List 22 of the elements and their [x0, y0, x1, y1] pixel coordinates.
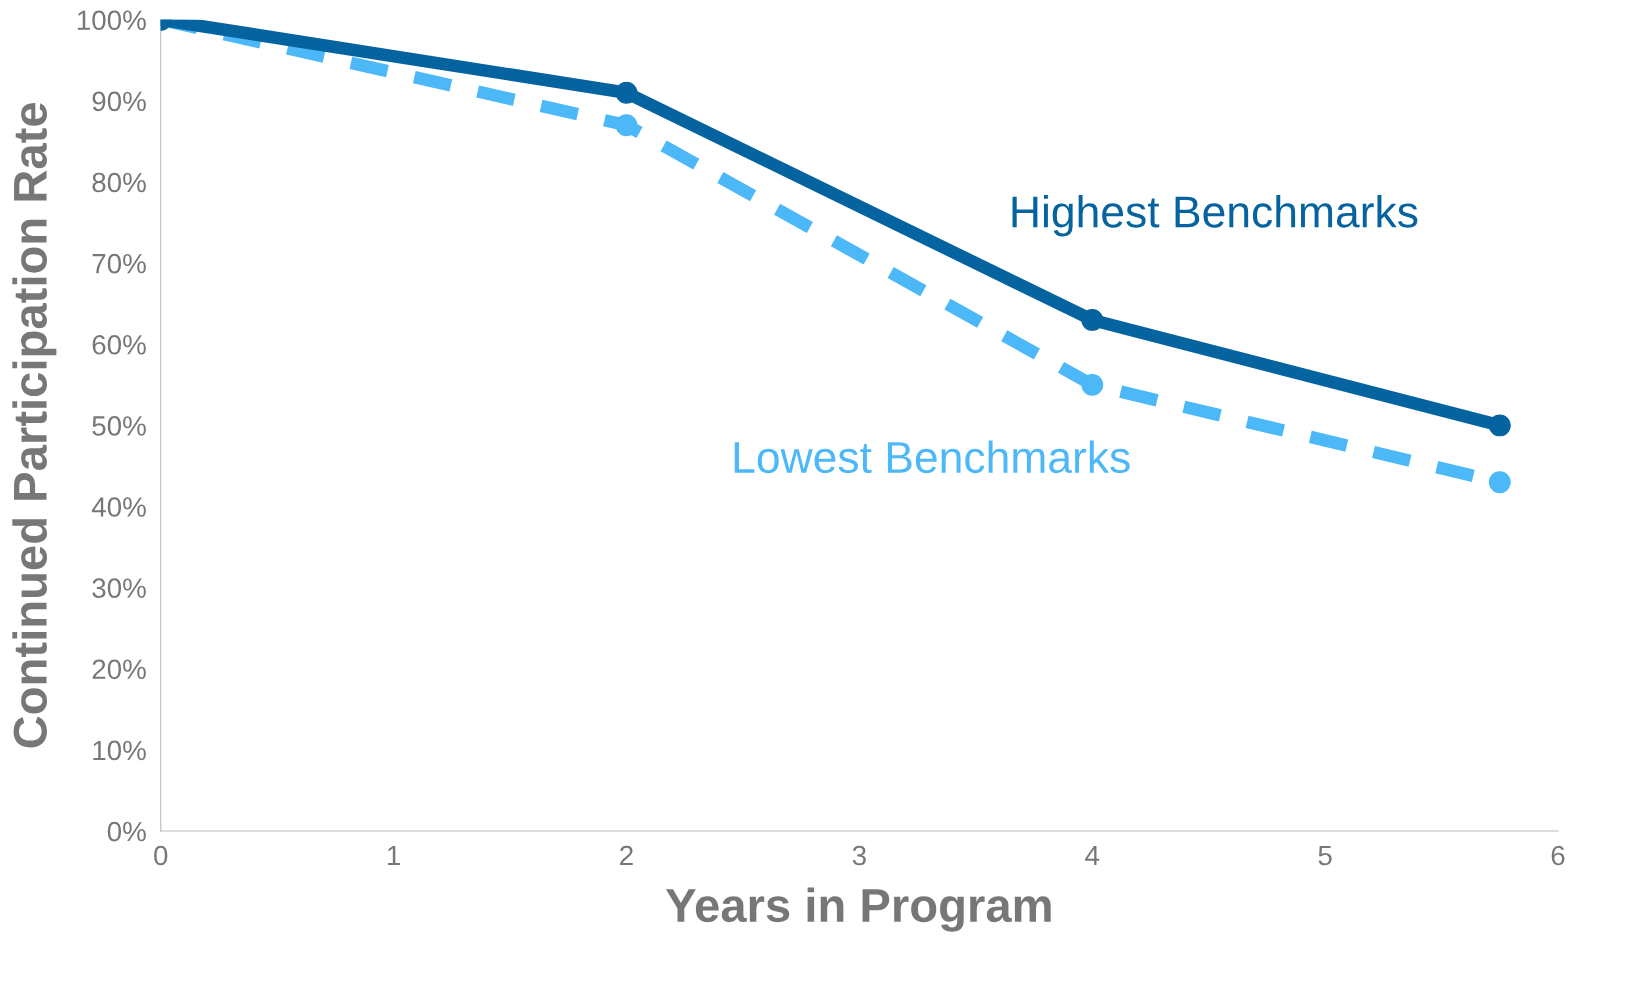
- y-tick-label: 70%: [92, 253, 146, 274]
- y-tick-label: 0%: [107, 821, 146, 842]
- y-axis-title: Continued Participation Rate: [12, 102, 57, 748]
- x-axis-title: Years in Program: [665, 887, 1051, 932]
- y-tick-label: 80%: [92, 172, 146, 193]
- y-tick-label: 60%: [92, 334, 146, 355]
- x-tick-label: 3: [852, 845, 866, 866]
- y-tick-label: 40%: [91, 497, 146, 517]
- x-tick-label: 4: [1085, 845, 1100, 866]
- x-tick-label: 6: [1551, 845, 1565, 866]
- x-tick-label: 0: [154, 845, 168, 866]
- x-tick-label: 2: [620, 845, 633, 866]
- y-tick-label: 50%: [92, 416, 146, 436]
- x-tick-label: 1: [387, 845, 400, 866]
- x-tick-label: 5: [1318, 845, 1332, 866]
- series-label: Lowest Benchmarks: [734, 440, 1130, 474]
- y-tick-label: 20%: [92, 659, 146, 680]
- y-tick-label: 10%: [93, 740, 146, 761]
- y-tick-label: 90%: [92, 91, 146, 112]
- series-label: Highest Benchmarks: [1012, 195, 1418, 237]
- y-tick-label: 100%: [77, 10, 146, 31]
- y-tick-label: 30%: [92, 578, 146, 598]
